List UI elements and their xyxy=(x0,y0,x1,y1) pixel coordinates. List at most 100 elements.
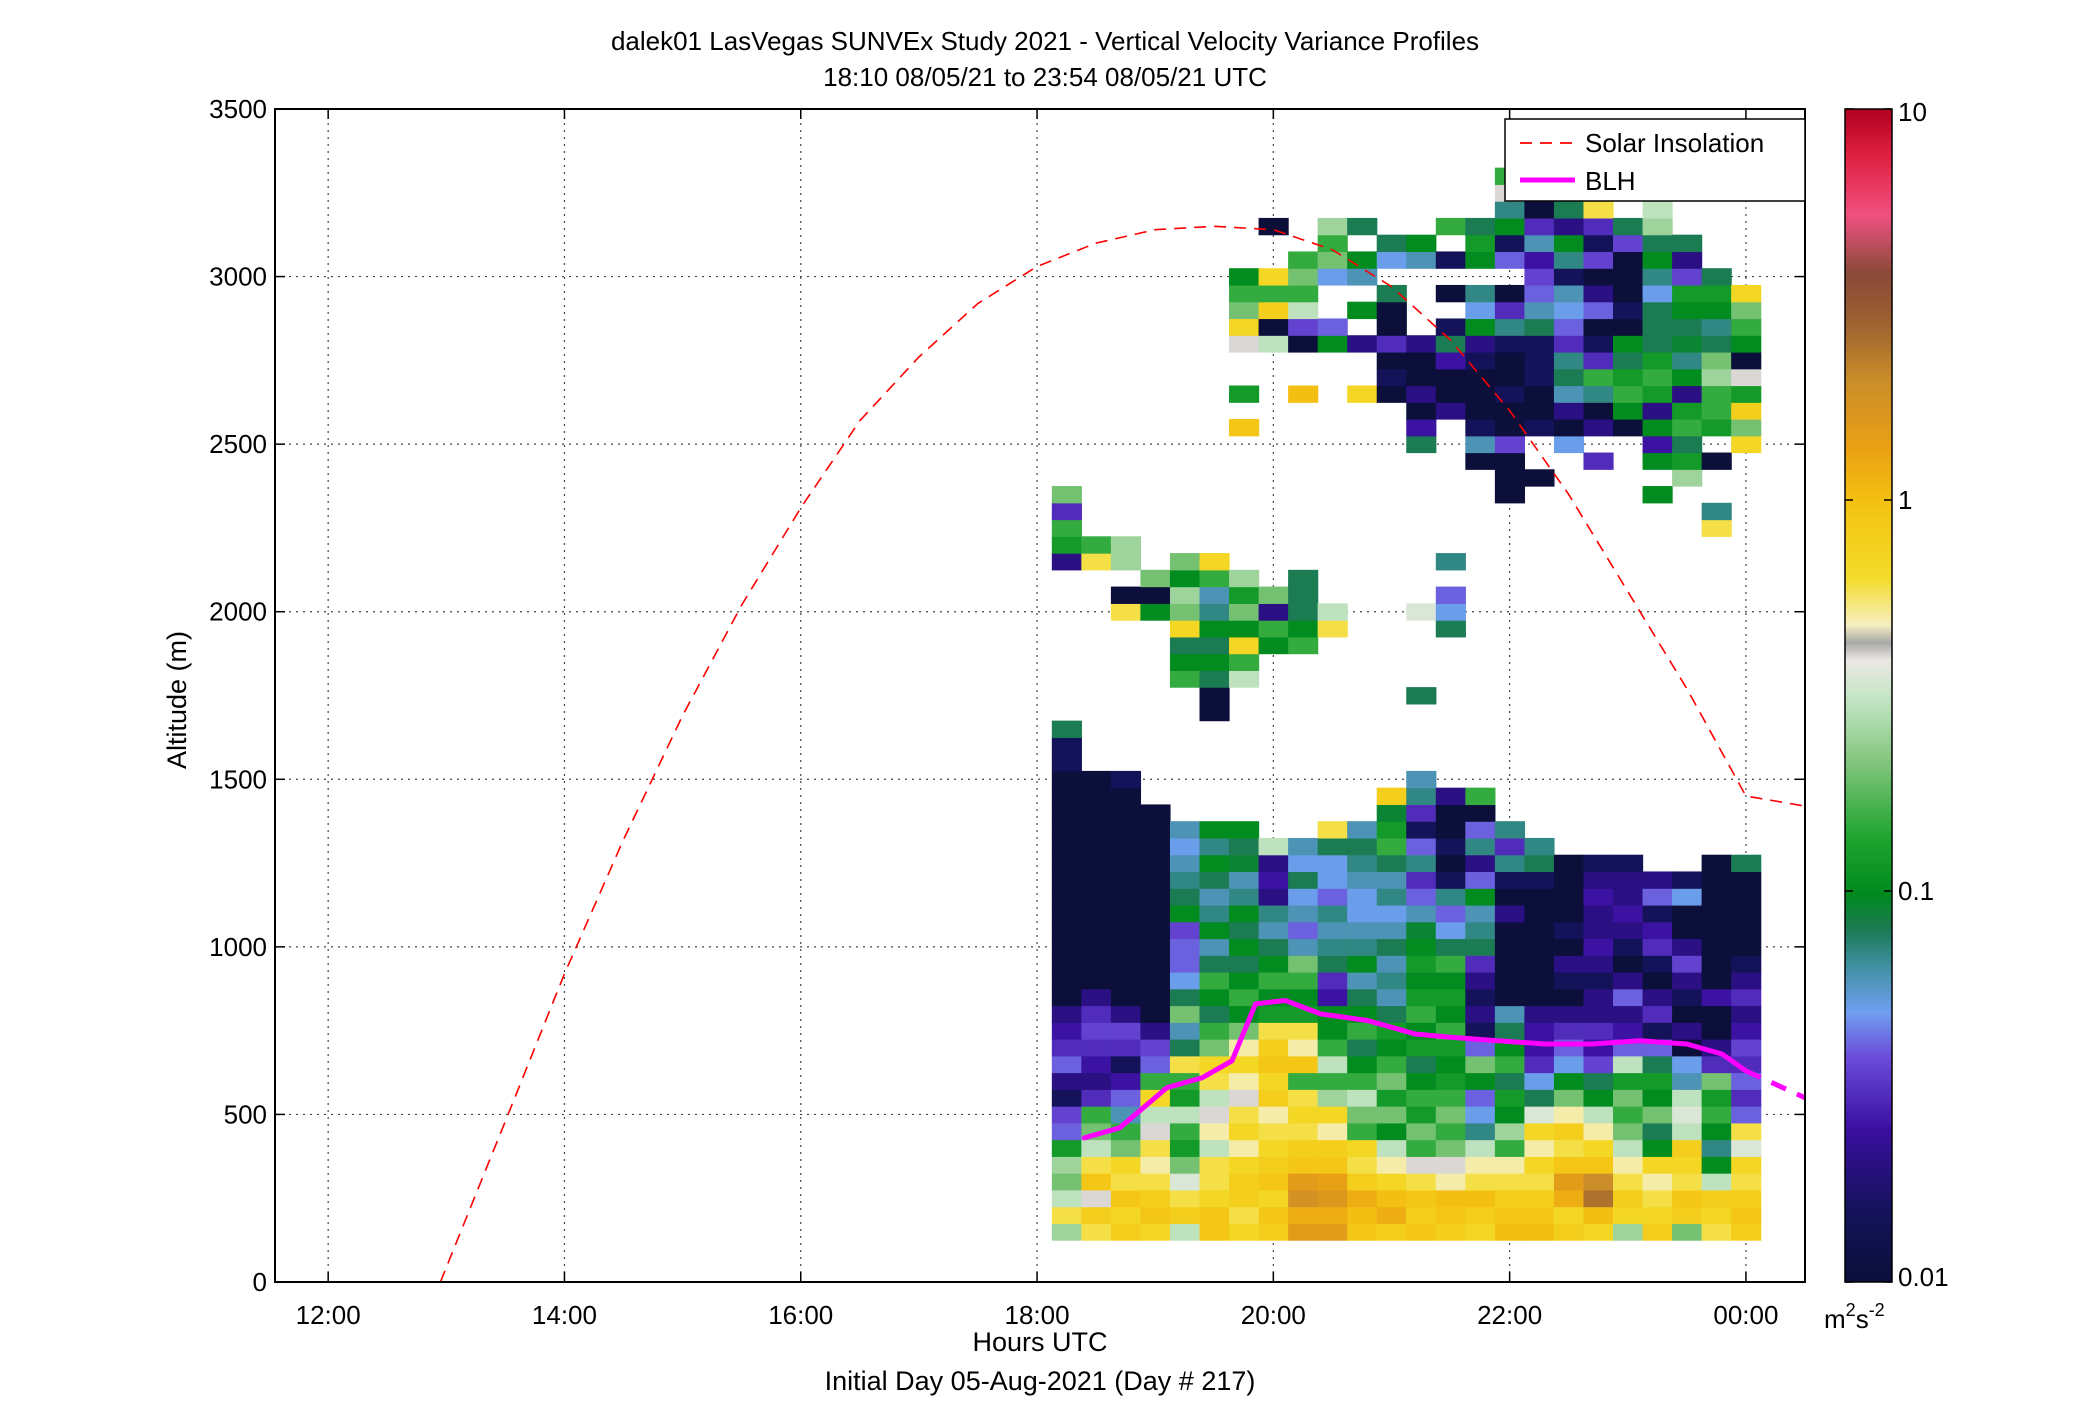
heatmap-cell xyxy=(1169,620,1201,638)
heatmap-cell xyxy=(1465,871,1496,889)
heatmap-cell xyxy=(1051,720,1082,738)
heatmap-cell xyxy=(1376,821,1407,839)
heatmap-cell xyxy=(1494,888,1526,906)
heatmap-cell xyxy=(1347,1173,1378,1191)
heatmap-cell xyxy=(1199,854,1230,873)
x-axis: 12:00 14:00 16:00 18:00 20:00 22:00 00:00 xyxy=(296,109,1778,1330)
heatmap-cell xyxy=(1376,301,1407,320)
heatmap-cell xyxy=(1376,988,1407,1007)
heatmap-cell xyxy=(1583,1173,1614,1191)
heatmap-cell xyxy=(1435,1005,1466,1023)
heatmap-cell xyxy=(1229,569,1260,588)
heatmap-cell xyxy=(1288,603,1319,621)
colorbar-unit-exp1: 2 xyxy=(1846,1300,1856,1320)
heatmap-cell xyxy=(1731,988,1762,1007)
heatmap-cell xyxy=(1081,871,1112,889)
heatmap-cell xyxy=(1465,318,1496,336)
heatmap-cell xyxy=(1494,854,1526,873)
heatmap-cell xyxy=(1465,1106,1496,1124)
heatmap-cell xyxy=(1288,1189,1319,1208)
heatmap-cell xyxy=(1494,821,1526,839)
heatmap-cell xyxy=(1081,1206,1112,1224)
heatmap-cell xyxy=(1376,1055,1407,1074)
heatmap-cell xyxy=(1288,1089,1319,1107)
heatmap-cell xyxy=(1051,754,1082,772)
heatmap-cell xyxy=(1701,1022,1732,1040)
heatmap-cell xyxy=(1406,1206,1437,1224)
heatmap-cell xyxy=(1288,888,1319,906)
y-tick-label: 1000 xyxy=(209,932,267,962)
heatmap-cell xyxy=(1347,385,1378,403)
heatmap-cell xyxy=(1435,368,1466,387)
heatmap-cell xyxy=(1169,888,1201,906)
heatmap-cell xyxy=(1465,351,1496,370)
heatmap-cell xyxy=(1051,1189,1082,1208)
heatmap-cell xyxy=(1317,888,1348,906)
heatmap-cell xyxy=(1465,402,1496,420)
y-tick-label: 0 xyxy=(253,1267,267,1297)
heatmap-cell xyxy=(1642,921,1673,940)
heatmap-cell xyxy=(1258,1206,1289,1224)
heatmap-cell xyxy=(1051,921,1082,940)
variance-heatmap xyxy=(1051,167,1762,1241)
heatmap-cell xyxy=(1524,888,1555,906)
heatmap-cell xyxy=(1435,351,1466,370)
heatmap-cell xyxy=(1347,1089,1378,1107)
heatmap-cell xyxy=(1169,821,1201,839)
heatmap-cell xyxy=(1524,904,1555,923)
heatmap-cell xyxy=(1317,1089,1348,1107)
heatmap-cell xyxy=(1081,553,1112,571)
heatmap-cell xyxy=(1524,1089,1555,1107)
heatmap-cell xyxy=(1199,1156,1230,1174)
heatmap-cell xyxy=(1169,1223,1201,1241)
heatmap-cell xyxy=(1583,268,1614,286)
heatmap-cell xyxy=(1199,1005,1230,1023)
heatmap-cell xyxy=(1701,1122,1732,1141)
colorbar-ticks: 0.01 0.1 1 10 xyxy=(1845,97,1949,1292)
heatmap-cell xyxy=(1701,1089,1732,1107)
heatmap-cell xyxy=(1081,1022,1112,1040)
heatmap-cell xyxy=(1347,217,1378,236)
heatmap-cell xyxy=(1583,1206,1614,1224)
heatmap-cell xyxy=(1494,1072,1526,1090)
heatmap-cell xyxy=(1169,1022,1201,1040)
heatmap-cell xyxy=(1140,921,1171,940)
heatmap-cell xyxy=(1406,837,1437,856)
heatmap-cell xyxy=(1081,821,1112,839)
heatmap-cell xyxy=(1288,871,1319,889)
heatmap-cell xyxy=(1258,904,1289,923)
heatmap-cell xyxy=(1258,871,1289,889)
heatmap-cell xyxy=(1258,1156,1289,1174)
heatmap-cell xyxy=(1258,1005,1289,1023)
heatmap-cell xyxy=(1494,1173,1526,1191)
heatmap-cell xyxy=(1642,1106,1673,1124)
heatmap-cell xyxy=(1731,904,1762,923)
heatmap-cell xyxy=(1731,419,1762,437)
legend-box xyxy=(1504,118,1806,202)
heatmap-cell xyxy=(1376,1139,1407,1157)
heatmap-cell xyxy=(1288,1156,1319,1174)
heatmap-cell xyxy=(1140,888,1171,906)
heatmap-cell xyxy=(1288,1223,1319,1241)
heatmap-cell xyxy=(1110,1005,1142,1023)
heatmap-cell xyxy=(1494,955,1526,973)
heatmap-cell xyxy=(1406,904,1437,923)
heatmap-cell xyxy=(1110,804,1142,822)
y-tick-label: 3500 xyxy=(209,94,267,124)
heatmap-cell xyxy=(1583,988,1614,1007)
heatmap-cell xyxy=(1524,854,1555,873)
heatmap-cell xyxy=(1140,1039,1171,1057)
heatmap-cell xyxy=(1347,1039,1378,1057)
heatmap-cell xyxy=(1051,1156,1082,1174)
heatmap-cell xyxy=(1613,368,1644,387)
heatmap-cell xyxy=(1583,871,1614,889)
heatmap-cell xyxy=(1583,217,1614,236)
heatmap-cell xyxy=(1642,435,1673,454)
heatmap-cell xyxy=(1199,653,1230,671)
heatmap-cell xyxy=(1672,251,1703,269)
heatmap-cell xyxy=(1110,553,1142,571)
heatmap-cell xyxy=(1406,603,1437,621)
heatmap-cell xyxy=(1317,234,1348,253)
heatmap-cell xyxy=(1229,670,1260,688)
blh-line-extension xyxy=(1744,1068,1805,1100)
